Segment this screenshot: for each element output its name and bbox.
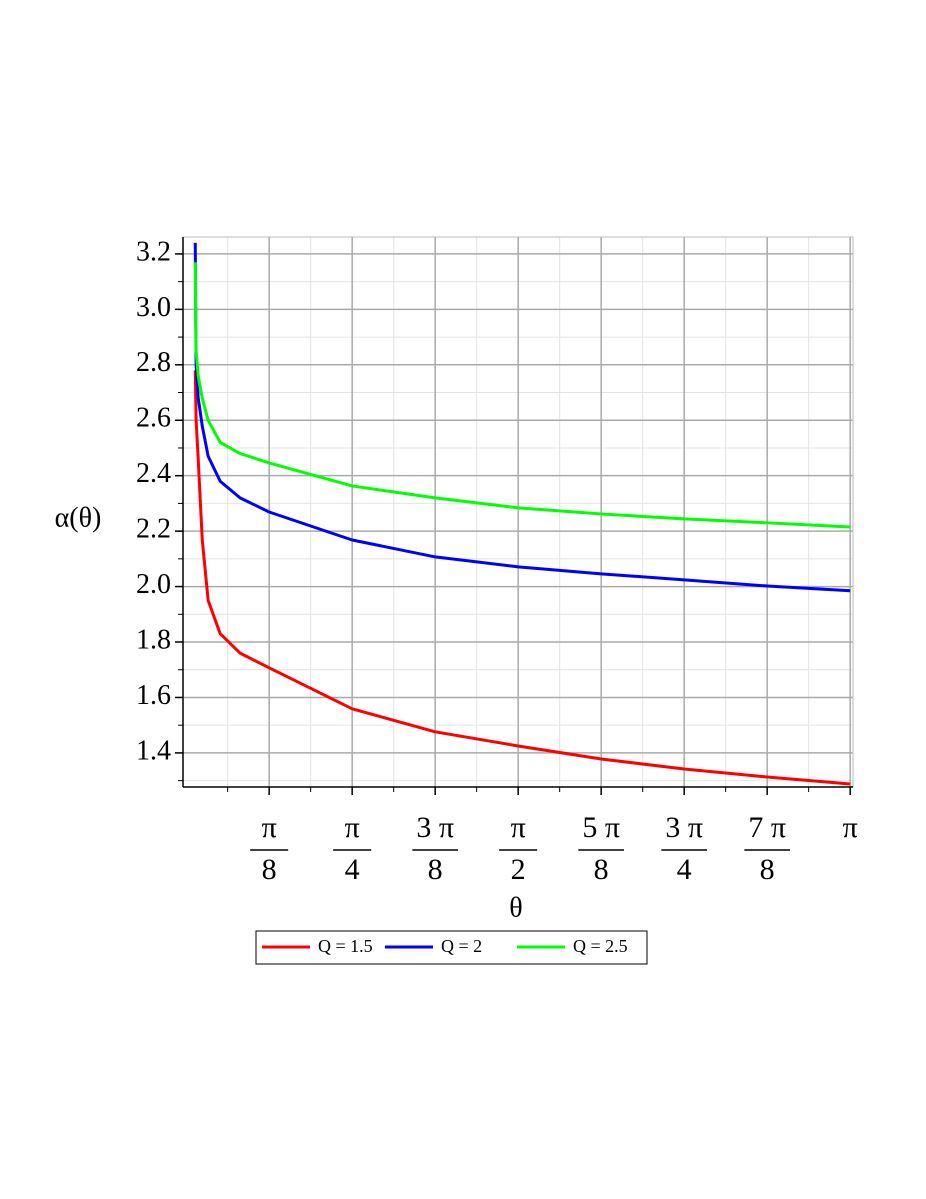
x-tick-label: 7 π/8 <box>748 811 786 886</box>
x-tick-label: π/4 <box>345 811 360 886</box>
legend-label: Q = 1.5 <box>318 936 373 956</box>
y-tick-label: 2.0 <box>136 569 171 600</box>
x-tick-label: π/8 <box>262 811 277 886</box>
x-tick-label: 3 π/8 <box>416 811 454 886</box>
legend-label: Q = 2 <box>441 936 482 956</box>
y-tick-label: 2.2 <box>136 514 171 545</box>
x-axis-label: θ <box>509 892 522 923</box>
series-line <box>193 262 851 529</box>
y-tick-label: 1.8 <box>136 624 171 655</box>
legend-box <box>255 930 648 965</box>
x-tick-label: 3 π/4 <box>665 811 703 886</box>
series-line <box>193 370 851 786</box>
y-tick-label: 3.2 <box>136 236 171 267</box>
legend-label: Q = 2.5 <box>573 936 628 956</box>
y-tick-label: 2.8 <box>136 347 171 378</box>
y-tick-label: 1.6 <box>136 680 171 711</box>
x-tick-label: 5 π/8 <box>582 811 620 886</box>
y-axis-label: α(θ) <box>55 502 102 533</box>
x-tick-label: π/2 <box>511 811 526 886</box>
series-line <box>193 242 851 593</box>
y-tick-label: 2.4 <box>136 458 171 489</box>
y-tick-label: 2.6 <box>136 403 171 434</box>
x-tick-label: π <box>843 811 858 844</box>
y-tick-label: 1.4 <box>136 735 171 766</box>
y-tick-label: 3.0 <box>136 292 171 323</box>
